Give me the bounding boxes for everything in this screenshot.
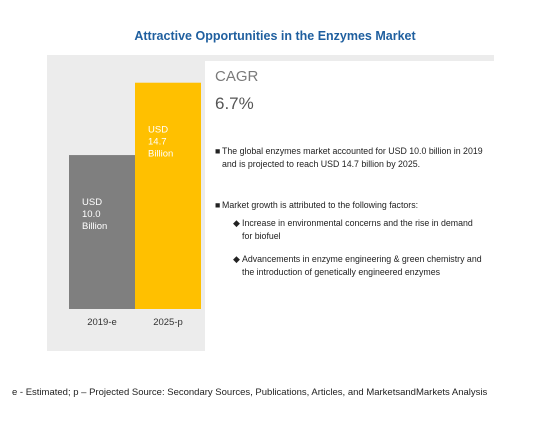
sub-bullet-environment: ◆ Increase in environmental concerns and… — [233, 217, 483, 243]
bullet-text: The global enzymes market accounted for … — [222, 146, 483, 169]
bar-value-label: 10.0 — [82, 209, 101, 220]
chart-title: Attractive Opportunities in the Enzymes … — [134, 29, 416, 43]
x-tick-label: 2025-p — [153, 317, 183, 328]
sub-bullet-engineering: ◆ Advancements in enzyme engineering & g… — [233, 253, 483, 279]
bar-value-label: Billion — [148, 149, 173, 160]
bar-value-label: 14.7 — [148, 137, 167, 148]
chart-panel: USD 10.0 Billion 2019-e USD 14.7 Billion 2025-p… — [47, 55, 494, 351]
square-bullet-icon: ■ — [215, 146, 221, 156]
bar-value-label: Billion — [82, 221, 107, 232]
cagr-value: 6.7% — [215, 94, 254, 113]
bar-2025-p — [135, 82, 201, 309]
footnote: e - Estimated; p – Projected Source: Sec… — [12, 387, 488, 398]
bullet-text: Market growth is attributed to the follo… — [222, 200, 419, 210]
bar-value-label: USD — [82, 197, 102, 208]
bullet-market-size: ■ The global enzymes market accounted fo… — [215, 145, 487, 171]
insights-box: ■ The global enzymes market accounted fo… — [205, 131, 494, 351]
square-bullet-icon: ■ — [215, 200, 221, 210]
cagr-label: CAGR — [215, 68, 259, 85]
bullet-growth-factors: ■ Market growth is attributed to the fol… — [215, 199, 487, 212]
cagr-box: CAGR 6.7% — [205, 61, 494, 131]
bar-value-label: USD — [148, 125, 168, 136]
diamond-bullet-icon: ◆ — [233, 254, 240, 264]
sub-bullet-text: Increase in environmental concerns and t… — [242, 218, 473, 241]
diamond-bullet-icon: ◆ — [233, 218, 240, 228]
x-tick-label: 2019-e — [87, 317, 117, 328]
bar-2019-e — [69, 155, 135, 309]
sub-bullet-text: Advancements in enzyme engineering & gre… — [242, 254, 482, 277]
